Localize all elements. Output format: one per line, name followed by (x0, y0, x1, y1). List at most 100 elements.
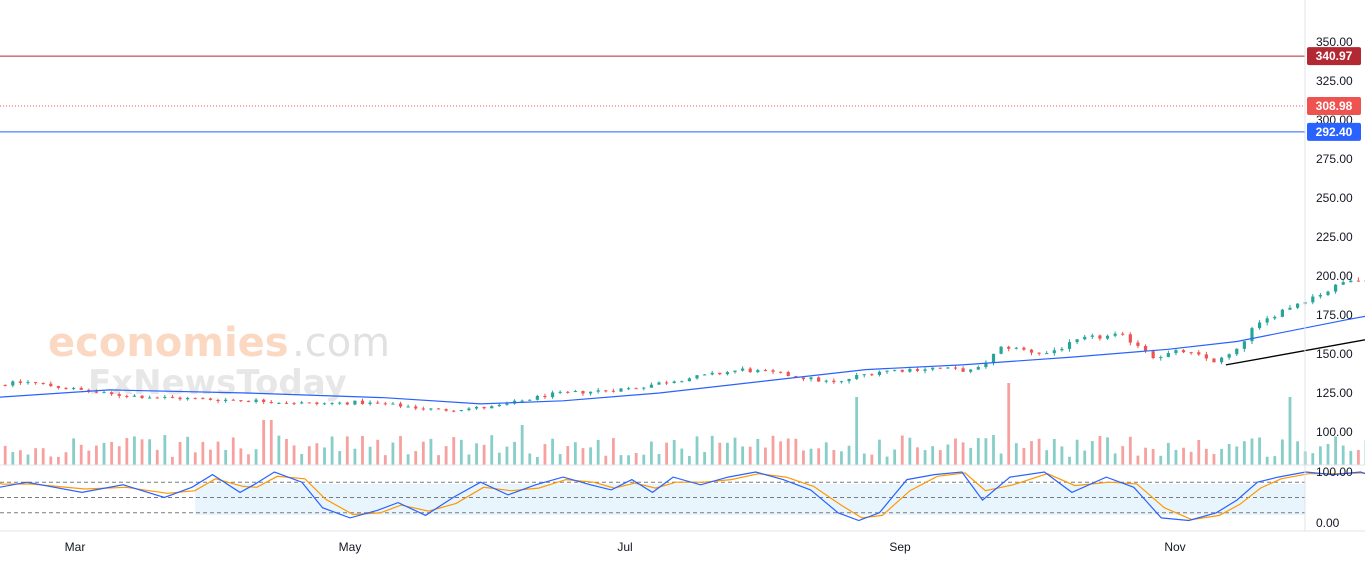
candle-body (855, 375, 859, 379)
candle-body (528, 399, 532, 401)
candle-body (657, 382, 661, 385)
candle-body (1098, 335, 1102, 339)
volume-bar (855, 397, 859, 465)
stochastic-axis[interactable]: 100.00 0.00 (1316, 465, 1353, 530)
stochastic-tick-label: 0.00 (1316, 516, 1340, 530)
last-price-badge-label: 308.98 (1316, 99, 1353, 113)
candle-body (125, 395, 129, 397)
last-price-badge (1307, 96, 1361, 115)
volume-bar (3, 445, 7, 465)
volume-bar (1090, 441, 1094, 465)
candle-body (490, 406, 494, 409)
candle-body (573, 391, 577, 393)
volume-bar (764, 447, 767, 465)
candle-body (1280, 309, 1284, 317)
volume-bar (338, 451, 342, 465)
candle-body (596, 390, 600, 392)
candle-body (246, 400, 251, 402)
candle-body (163, 396, 167, 398)
volume-bar (406, 454, 410, 465)
stochastic-tick-label: 100.00 (1316, 465, 1353, 479)
volume-bar (984, 438, 988, 465)
volume-bar (619, 455, 623, 465)
volume-bar (862, 453, 866, 465)
candle-body (900, 369, 904, 372)
volume-bar (368, 446, 372, 465)
candle-body (832, 380, 836, 383)
volume-bar (817, 448, 821, 465)
candle-body (1128, 334, 1132, 343)
volume-bar (832, 450, 836, 465)
volume-bar (741, 446, 745, 465)
volume-bar (513, 441, 516, 465)
volume-bar (1212, 454, 1216, 465)
price-tick-label: 250.00 (1316, 191, 1353, 205)
volume-bar (1258, 437, 1261, 465)
volume-bar (254, 449, 258, 465)
volume-bar (680, 448, 684, 465)
date-tick-label: Nov (1164, 540, 1185, 554)
candle-body (801, 377, 806, 380)
volume-bar (748, 446, 752, 465)
resistance-badge (1307, 47, 1361, 66)
volume-bar (34, 448, 38, 465)
volume-bar (718, 442, 722, 465)
volume-bar (49, 456, 53, 465)
candle-body (611, 390, 615, 392)
volume-bar (1250, 438, 1254, 465)
candlesticks[interactable] (0, 85, 1365, 413)
volume-bar (171, 456, 174, 465)
trendline[interactable] (1225, 217, 1365, 366)
volume-bar (224, 449, 228, 465)
volume-bar (497, 452, 501, 465)
date-axis[interactable]: MarMayJulSepNov2024MarMayJul (65, 540, 1365, 554)
volume-bar (1341, 445, 1345, 465)
candle-body (459, 410, 463, 412)
volume-bar (72, 438, 76, 465)
candle-body (756, 370, 760, 373)
moving-average-line (0, 315, 1365, 405)
volume-bar (87, 450, 91, 465)
volume-bar (1357, 449, 1360, 465)
volume-bar (900, 435, 904, 465)
candle-body (1257, 322, 1262, 329)
volume-bar (26, 454, 30, 465)
candle-body (1113, 333, 1117, 336)
volume-bar (786, 438, 790, 465)
volume-bar (634, 453, 638, 465)
date-tick-label: Mar (65, 540, 86, 554)
candle-body (11, 381, 15, 386)
volume-bar (437, 455, 440, 465)
volume-bar (604, 455, 608, 465)
volume-bar (756, 438, 760, 465)
volume-bar (733, 437, 737, 465)
candle-body (862, 374, 866, 376)
volume-bar (353, 448, 357, 465)
volume-bar (596, 439, 600, 465)
volume-bar (802, 450, 805, 465)
candle-body (885, 370, 889, 372)
price-axis[interactable]: 350.00325.00300.00275.00250.00225.00200.… (1316, 35, 1353, 439)
candle-body (1181, 350, 1186, 353)
candle-body (604, 390, 608, 392)
volume-bar (976, 438, 980, 465)
volume-bar (771, 435, 775, 465)
candle-body (1151, 351, 1155, 359)
candle-body (292, 403, 296, 405)
volume-bar (665, 442, 668, 465)
volume-bar (421, 441, 425, 465)
volume-bar (1113, 453, 1117, 465)
volume-bar (209, 449, 212, 465)
candle-body (725, 372, 730, 375)
volume-bar (110, 441, 114, 465)
candle-body (239, 400, 243, 402)
volume-bar (824, 442, 828, 465)
candle-body (763, 370, 768, 372)
horizontal-lines[interactable] (0, 55, 1305, 133)
volume-bar (125, 438, 129, 465)
candle-body (824, 380, 828, 382)
candle-body (1143, 345, 1148, 352)
candle-body (193, 397, 197, 399)
volume-bar (1022, 447, 1026, 465)
